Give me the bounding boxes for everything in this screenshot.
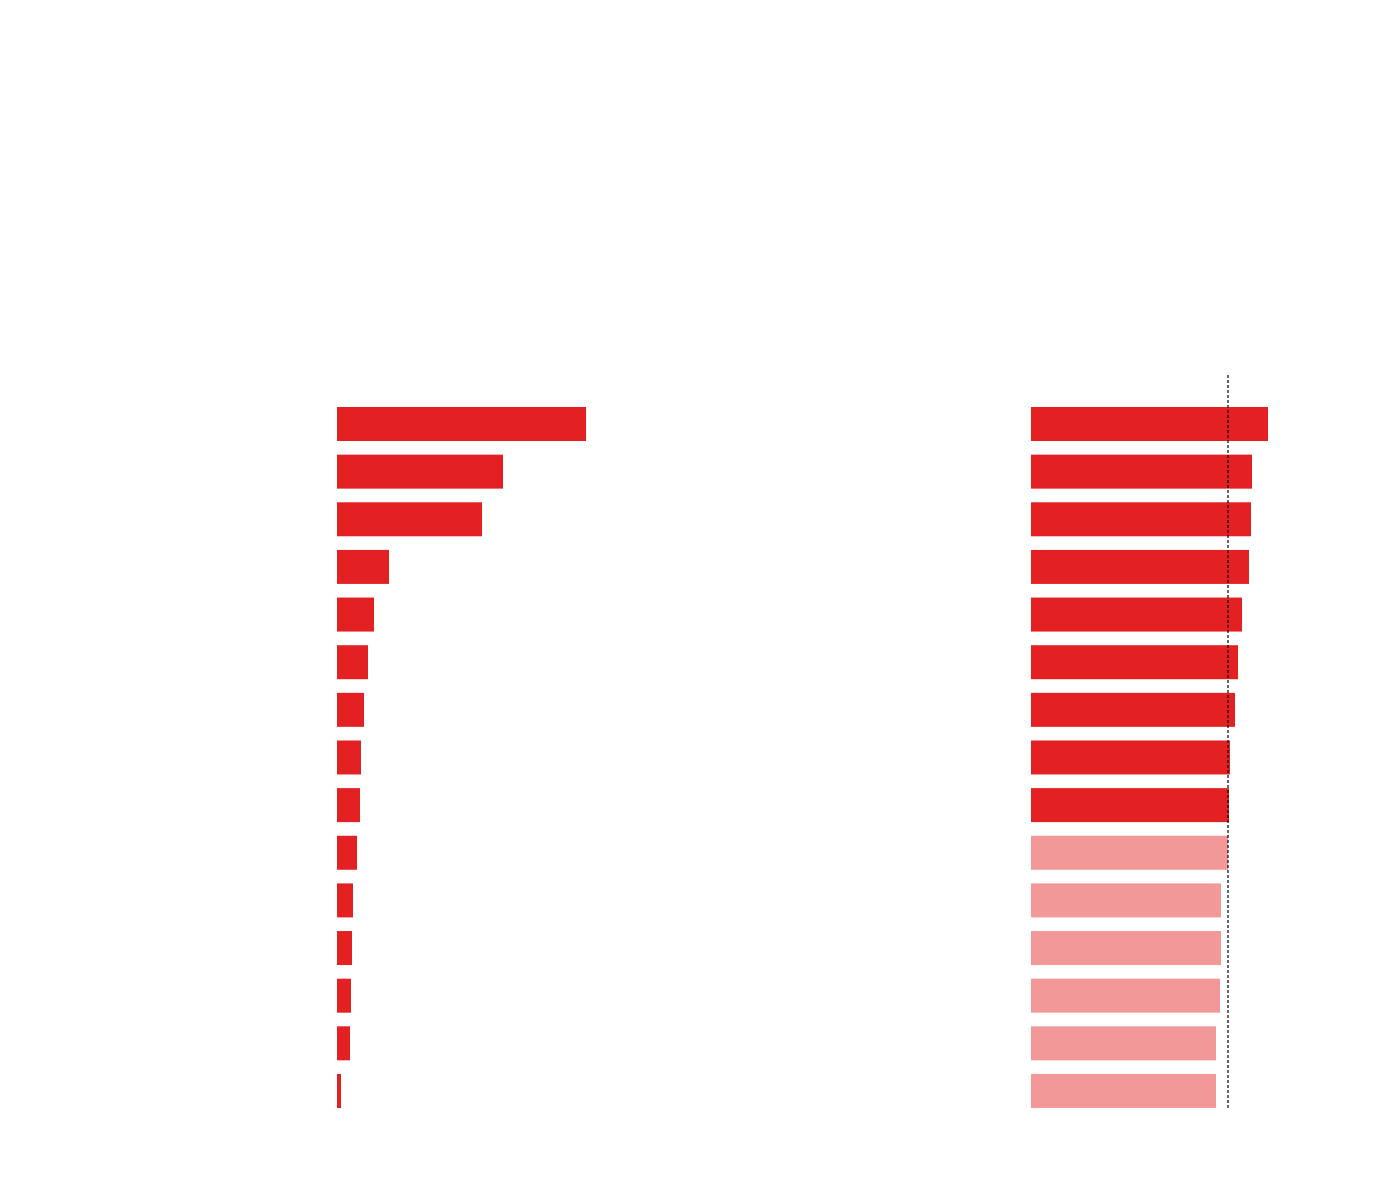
- bar: [337, 645, 368, 680]
- bar: [337, 740, 361, 775]
- bar: [337, 454, 503, 489]
- bar: [1031, 788, 1229, 823]
- bar: [1031, 692, 1235, 727]
- bar: [337, 788, 360, 823]
- bar: [337, 835, 357, 870]
- bar: [1031, 407, 1268, 441]
- bar: [1031, 978, 1220, 1013]
- bar: [337, 407, 586, 441]
- bar: [1031, 931, 1221, 966]
- bar: [1031, 1026, 1216, 1061]
- bar: [337, 931, 352, 966]
- bar: [1031, 502, 1251, 537]
- bar: [337, 502, 482, 537]
- bar: [337, 883, 353, 918]
- bar: [337, 1073, 341, 1108]
- bar: [1031, 883, 1221, 918]
- bar: [337, 1026, 350, 1061]
- bar: [1031, 740, 1230, 775]
- bar: [1031, 645, 1238, 680]
- bar: [337, 549, 389, 584]
- bar: [1031, 835, 1228, 870]
- bar: [1031, 597, 1242, 632]
- bar: [337, 978, 351, 1013]
- bar: [1031, 549, 1249, 584]
- bar: [337, 597, 374, 632]
- bar: [1031, 454, 1252, 489]
- bar: [1031, 1073, 1216, 1108]
- bar: [337, 692, 364, 727]
